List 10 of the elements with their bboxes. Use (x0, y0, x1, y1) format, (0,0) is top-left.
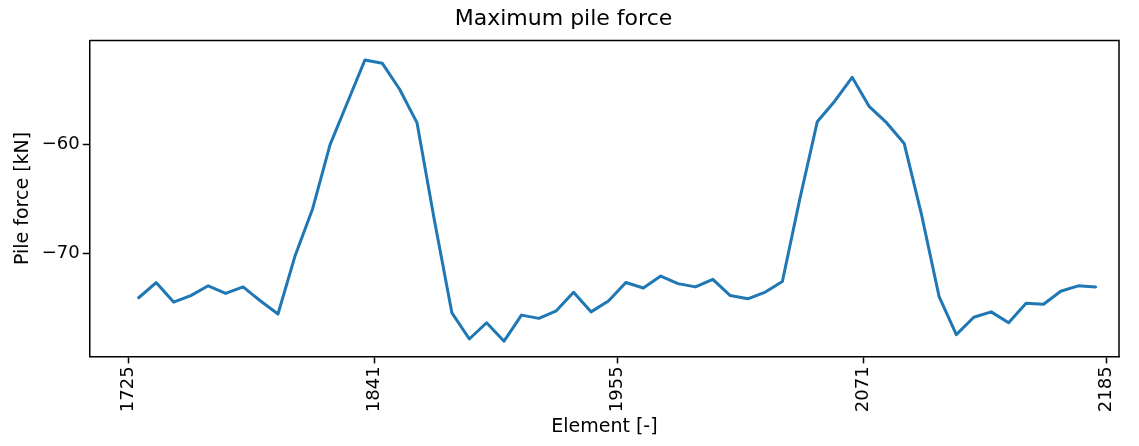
x-tick-label: 2185 (1093, 366, 1115, 413)
y-tick-label: −70 (41, 240, 80, 262)
x-tick-label: 1955 (604, 366, 626, 413)
chart-title: Maximum pile force (454, 4, 673, 30)
x-tick-label: 2071 (851, 366, 873, 413)
x-tick-label: 1841 (362, 366, 384, 413)
x-axis-title: Element [-] (551, 413, 658, 436)
y-axis-title: Pile force [kN] (10, 131, 33, 266)
x-tick-label: 1725 (115, 366, 137, 413)
y-tick-label: −60 (41, 132, 80, 154)
